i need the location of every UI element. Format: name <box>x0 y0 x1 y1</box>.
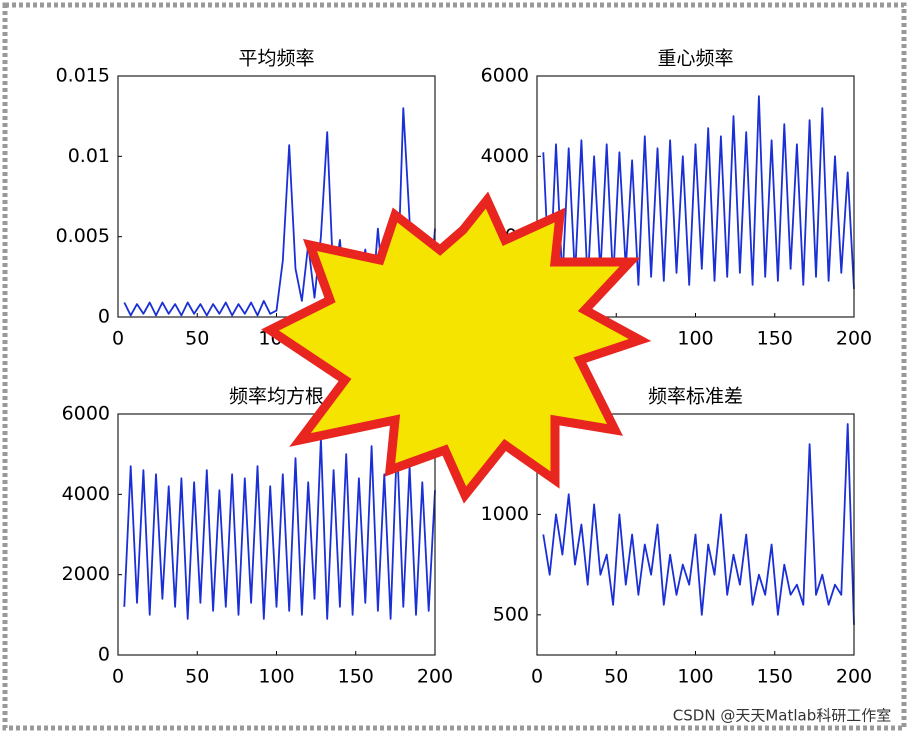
x-tick-label: 0 <box>112 666 124 688</box>
y-tick-label: 0.015 <box>56 65 110 87</box>
data-line <box>123 437 436 620</box>
axes-frame <box>536 75 855 318</box>
x-tick-label: 50 <box>604 666 628 688</box>
x-tick-label: 200 <box>836 328 872 350</box>
y-tick-label: 0 <box>98 644 110 666</box>
x-tick-label: 100 <box>677 666 713 688</box>
x-tick-label: 150 <box>757 666 793 688</box>
y-tick-label: 0 <box>98 306 110 328</box>
watermark: CSDN @天天Matlab科研工作室 <box>673 707 891 725</box>
y-tick-label: 500 <box>493 603 529 625</box>
y-tick-label: 6000 <box>62 403 110 425</box>
data-line <box>542 95 855 290</box>
chart-title: 重心频率 <box>657 48 733 70</box>
chart-title: 频率均方根 <box>229 386 324 408</box>
axes-frame <box>536 413 855 656</box>
x-tick-label: 150 <box>757 328 793 350</box>
axes-frame <box>117 413 436 656</box>
x-tick-label: 200 <box>836 666 872 688</box>
y-tick-label: 6000 <box>481 65 529 87</box>
x-tick-label: 50 <box>185 328 209 350</box>
x-tick-label: 0 <box>531 666 543 688</box>
data-line <box>542 423 855 625</box>
chart-title: 频率标准差 <box>648 386 743 408</box>
x-tick-label: 100 <box>677 328 713 350</box>
y-tick-label: 0.005 <box>56 225 110 247</box>
y-tick-label: 4000 <box>481 145 529 167</box>
y-tick-label: 1000 <box>481 503 529 525</box>
y-tick-label: 4000 <box>62 483 110 505</box>
y-tick-label: 0.01 <box>68 145 110 167</box>
plots: 平均频率05010015020000.0050.010.015重心频率05010… <box>56 48 873 688</box>
x-tick-label: 100 <box>258 666 294 688</box>
chart-title: 平均频率 <box>238 48 314 70</box>
starburst <box>261 191 652 504</box>
x-tick-label: 50 <box>185 666 209 688</box>
axes-frame <box>117 75 436 318</box>
x-tick-label: 0 <box>112 328 124 350</box>
y-tick-label: 2000 <box>62 563 110 585</box>
x-tick-label: 200 <box>417 666 453 688</box>
x-tick-label: 150 <box>338 666 374 688</box>
